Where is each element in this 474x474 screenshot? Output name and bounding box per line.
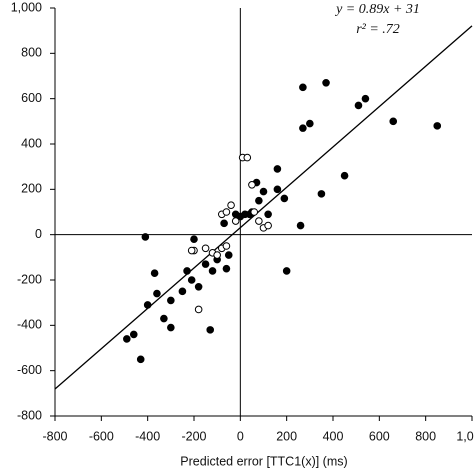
point: [220, 219, 228, 228]
point: [129, 330, 138, 339]
y-tick-label: -400: [17, 318, 42, 332]
x-axis-title: Predicted error [TTC1(x)] (ms): [180, 454, 347, 468]
point: [317, 190, 326, 198]
y-tick-label: 400: [21, 136, 42, 150]
point: [183, 267, 191, 275]
point: [201, 244, 210, 253]
point: [389, 117, 398, 126]
annotation: r² = .72: [356, 22, 400, 37]
x-tick-label: -200: [181, 429, 206, 443]
y-tick-label: 600: [21, 91, 42, 105]
point: [194, 305, 203, 314]
point: [296, 221, 305, 230]
point: [167, 296, 175, 305]
y-tick-label: -800: [17, 408, 42, 422]
point: [153, 289, 161, 298]
point: [227, 201, 235, 209]
y-tick-label: 0: [35, 227, 42, 241]
point: [340, 171, 349, 180]
x-tick-label: -800: [42, 429, 67, 443]
point: [222, 264, 231, 273]
point: [299, 124, 307, 132]
point: [264, 221, 272, 230]
point: [273, 185, 282, 194]
point: [222, 242, 231, 250]
point: [354, 101, 363, 110]
point: [361, 94, 370, 103]
x-tick-label: 800: [415, 429, 436, 443]
point: [178, 287, 187, 296]
point: [143, 301, 152, 309]
point: [306, 119, 314, 128]
point: [167, 323, 175, 332]
point: [201, 260, 210, 268]
y-tick-label: 200: [21, 182, 42, 196]
y-tick-label: -200: [17, 272, 42, 286]
point: [250, 208, 259, 216]
y-tick-label: 800: [21, 46, 42, 60]
x-tick-label: -400: [135, 429, 160, 443]
point: [136, 355, 145, 364]
x-tick-label: 200: [276, 429, 297, 443]
point: [224, 251, 233, 259]
point: [322, 79, 330, 87]
x-tick-label: 400: [323, 429, 344, 443]
point: [231, 217, 240, 225]
x-tick-label: -600: [89, 429, 114, 443]
point: [150, 269, 159, 278]
point: [213, 251, 221, 259]
point: [273, 165, 282, 173]
point: [206, 326, 215, 334]
point: [194, 283, 203, 291]
point: [243, 153, 252, 162]
annotation: y = 0.89x + 31: [334, 2, 420, 17]
point: [259, 187, 268, 196]
point: [248, 181, 256, 189]
x-tick-label: 0: [237, 429, 244, 443]
regression-line: [54, 25, 473, 390]
point: [299, 83, 307, 92]
point: [255, 196, 263, 205]
point: [208, 267, 217, 275]
x-tick-label: 1,000: [456, 429, 474, 443]
point: [190, 235, 198, 243]
point: [187, 276, 196, 284]
point: [433, 122, 442, 130]
x-tick-label: 600: [369, 429, 390, 443]
point: [255, 217, 263, 225]
point: [282, 267, 291, 275]
point: [160, 314, 168, 323]
point: [141, 233, 150, 241]
point: [222, 208, 231, 216]
point: [187, 246, 196, 255]
y-tick-label: -600: [17, 363, 42, 377]
y-tick-label: 1,000: [11, 0, 42, 14]
point: [123, 335, 131, 343]
point: [264, 210, 272, 219]
point: [280, 194, 289, 203]
